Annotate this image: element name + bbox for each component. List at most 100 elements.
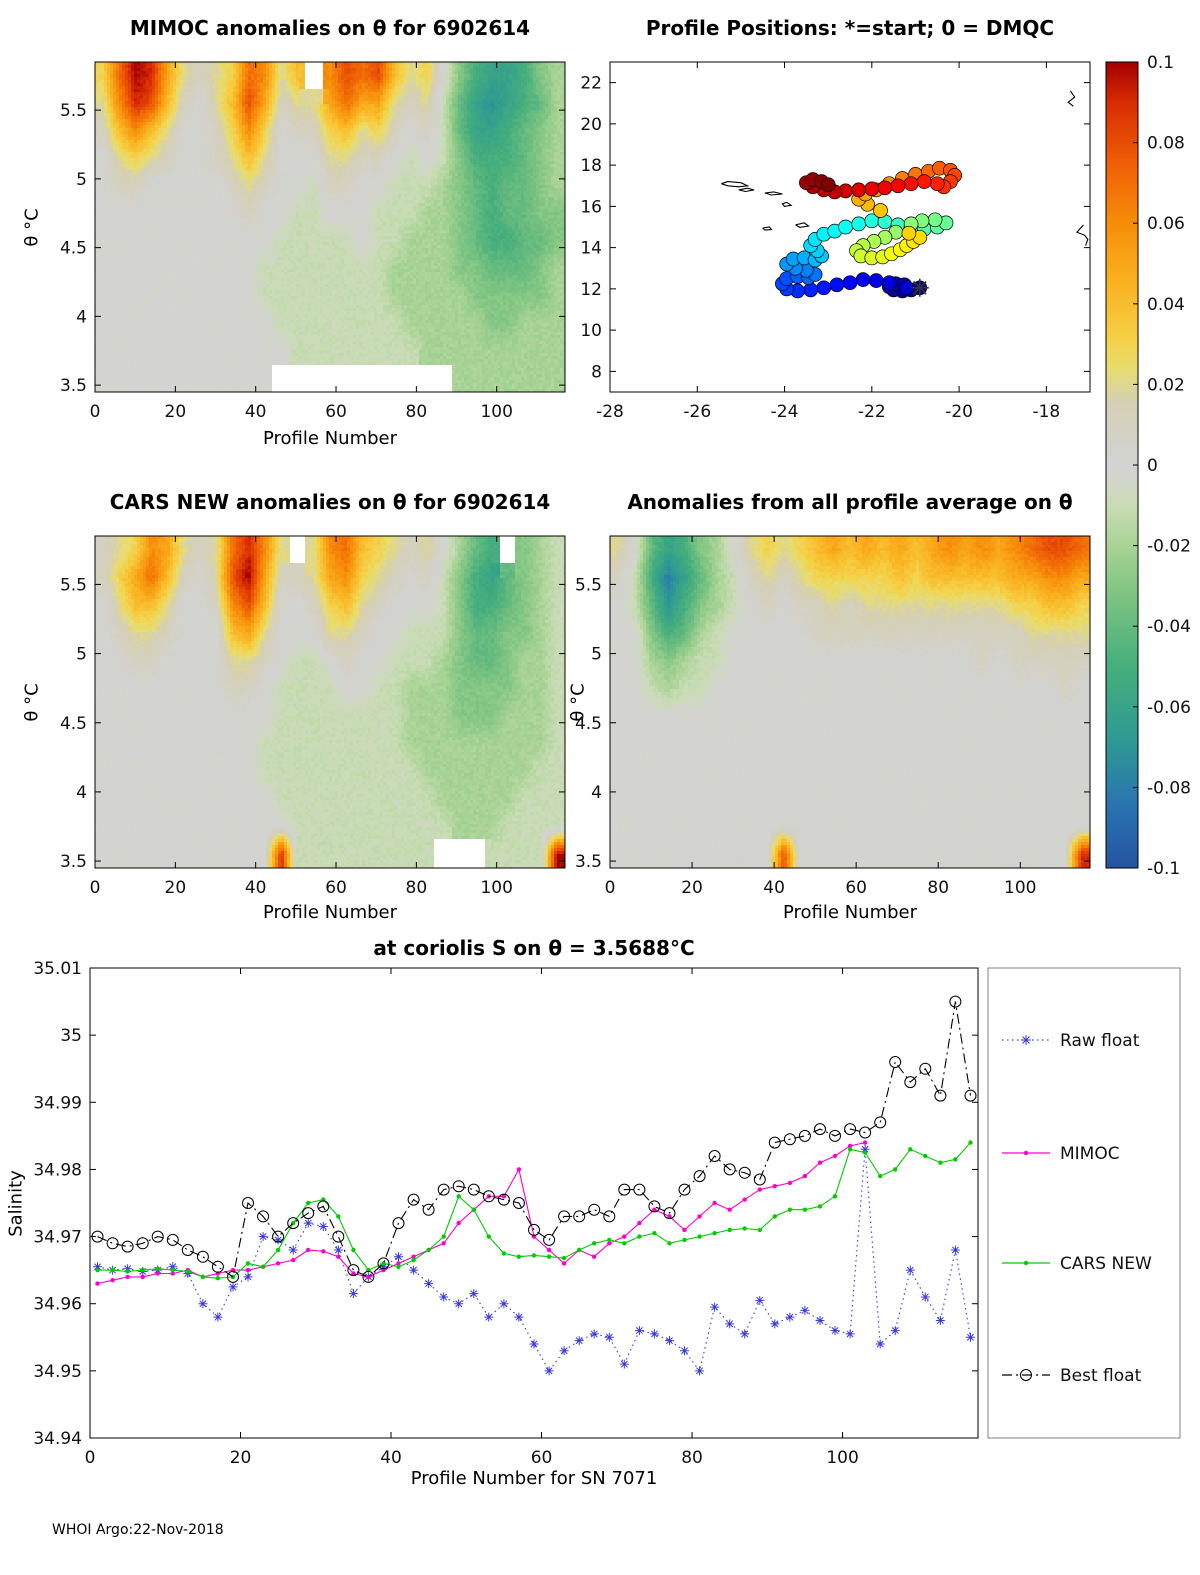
profile-position-marker [914,213,930,229]
profile-position-marker [785,251,801,267]
profile-position-marker [908,167,923,182]
profile-position-marker [888,224,904,240]
coastline-outline [1067,90,1076,107]
profile-position-marker [868,273,884,288]
ylabel-cars: θ °C [21,683,43,722]
svg-text:5.5: 5.5 [60,101,87,121]
profile-position-marker [901,225,917,241]
profile-position-marker [868,182,884,198]
profile-position-marker [877,214,893,230]
colorbar-tick-label: -0.06 [1147,698,1191,718]
xlabel-allavg: Profile Number [783,902,917,923]
profile-position-marker [938,215,954,231]
coastline-outline [764,191,783,196]
profile-position-marker [838,183,853,199]
series-best-float [91,995,977,1283]
svg-text:22: 22 [580,74,602,94]
coastline-outline [781,201,793,207]
svg-text:34.97: 34.97 [33,1228,82,1248]
legend-label: CARS NEW [1060,1254,1152,1274]
profile-position-marker [890,217,906,233]
title-allavg: Anomalies from all profile average on θ [627,490,1073,514]
legend: Raw float MIMOC CARS NEW Best float [987,967,1181,1439]
profile-position-marker [903,219,919,235]
axes-positions: -28 -26 -24 -22 -20 -18 8 10 12 14 16 18 20 22 [580,61,1091,422]
svg-text:34.99: 34.99 [33,1093,82,1113]
profile-position-marker [814,248,829,264]
svg-text:10: 10 [580,321,602,341]
svg-text:5.5: 5.5 [575,575,602,595]
footer-credit: WHOI Argo:22-Nov-2018 [52,1522,224,1538]
svg-text:0: 0 [85,1448,96,1468]
svg-text:3.5: 3.5 [575,852,602,872]
svg-text:-22: -22 [858,402,886,422]
svg-text:-20: -20 [945,402,973,422]
series-mimoc [95,1140,868,1286]
profile-position-marker [886,282,901,298]
legend-entry-raw-float: Raw float [1002,1031,1140,1051]
svg-text:5: 5 [76,645,87,665]
profile-position-marker [929,219,945,235]
svg-text:14: 14 [580,239,602,259]
svg-text:20: 20 [165,878,187,898]
svg-text:34.98: 34.98 [33,1160,82,1180]
profile-position-marker [779,256,795,272]
title-mimoc: MIMOC anomalies on θ for 6902614 [129,16,531,40]
svg-text:-18: -18 [1032,402,1060,422]
svg-text:8: 8 [591,362,602,382]
profile-position-marker [888,276,904,292]
profile-position-marker [866,234,882,249]
profile-position-marker [816,280,832,296]
svg-text:-26: -26 [683,402,711,422]
profile-position-marker [864,213,880,229]
xlabel-salinity: Profile Number for SN 7071 [410,1468,658,1489]
svg-text:100: 100 [1004,878,1036,898]
profile-position-marker [936,179,952,195]
colorbar-tick-label: 0.1 [1147,53,1174,73]
coastline-outline [721,181,750,188]
xlabel-cars: Profile Number [263,902,397,923]
profile-position-marker [790,283,805,299]
profile-position-marker [851,216,867,232]
profile-position-marker [801,270,816,285]
svg-text:20: 20 [580,115,602,135]
svg-text:34.95: 34.95 [33,1362,82,1382]
profile-position-marker [853,248,869,264]
svg-text:5: 5 [76,170,87,190]
profile-position-marker [903,176,919,192]
profile-position-marker [881,176,897,192]
svg-text:60: 60 [325,402,347,422]
svg-text:100: 100 [480,402,512,422]
heatmap-mimoc [95,62,565,392]
svg-text:4: 4 [76,783,87,803]
profile-position-marker [895,283,910,299]
profile-position-marker [805,179,821,195]
colorbar-tick-label: -0.08 [1147,778,1191,798]
profile-position-marker [809,243,825,259]
svg-text:5.5: 5.5 [60,575,87,595]
coastline-outline [738,187,755,193]
profile-position-marker [860,196,875,212]
svg-text:20: 20 [681,878,703,898]
profile-position-marker [790,269,805,284]
colorbar-gradient [1106,62,1138,868]
colorbar-tick-label: -0.04 [1147,617,1191,637]
svg-text:4.5: 4.5 [60,714,87,734]
svg-text:40: 40 [763,878,785,898]
legend-label: MIMOC [1060,1144,1120,1164]
profile-position-marker [881,275,897,291]
coastline-outline [762,226,773,231]
profile-position-marker [903,216,919,232]
profile-position-marker [857,186,873,202]
profile-position-marker [873,203,888,218]
profile-position-marker [803,282,819,298]
ylabel-allavg: θ °C [567,683,589,722]
svg-text:-24: -24 [771,402,799,422]
title-salinity: at coriolis S on θ = 3.5688°C [373,936,695,960]
profile-position-marker [807,252,823,268]
profile-position-marker [827,184,843,200]
svg-text:3.5: 3.5 [60,376,87,396]
svg-text:100: 100 [826,1448,858,1468]
svg-text:100: 100 [480,878,512,898]
profile-position-marker [877,180,893,196]
